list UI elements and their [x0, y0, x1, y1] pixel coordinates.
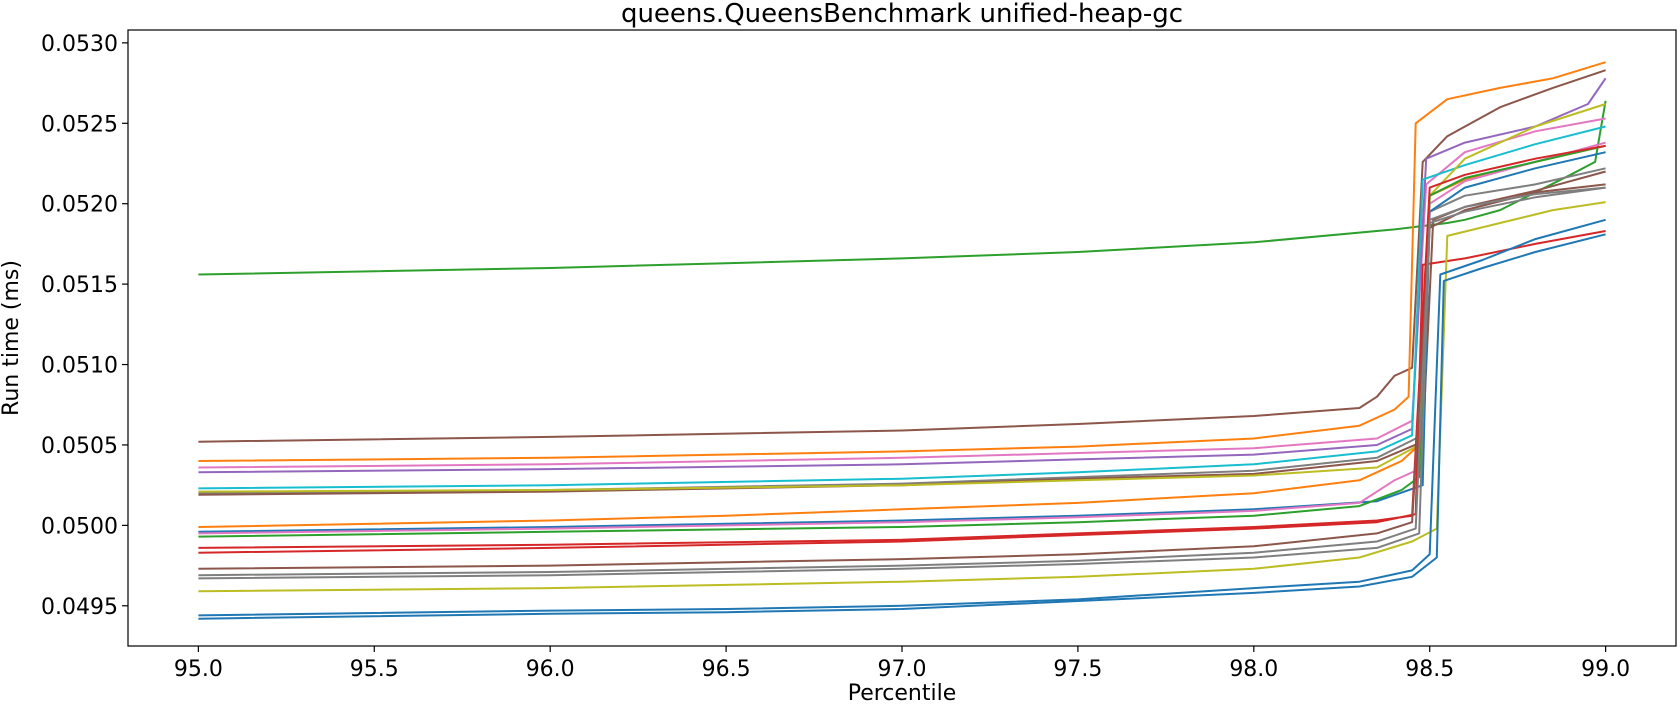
series-layer	[198, 61, 1607, 620]
series-line-16	[198, 183, 1606, 570]
x-tick-label: 96.0	[526, 657, 575, 682]
series-line-13	[198, 144, 1606, 538]
series-line-6	[198, 125, 1606, 490]
y-axis: 0.0495 0.0500 0.0505 0.0510 0.0515 0.0520 0.05…	[41, 32, 128, 620]
y-tick-label: 0.0530	[41, 32, 118, 57]
y-axis-title: Run time (ms)	[0, 260, 24, 416]
series-line-14	[198, 144, 1606, 549]
x-axis: 95.0 95.5 96.0 96.5 97.0 97.5 98.0 98.5 99.0	[174, 646, 1630, 682]
y-tick-label: 0.0505	[41, 434, 118, 459]
x-tick-label: 98.5	[1405, 657, 1454, 682]
x-tick-label: 97.0	[878, 657, 927, 682]
y-tick-label: 0.0500	[41, 514, 118, 539]
series-line-4	[198, 117, 1606, 469]
series-line-17	[198, 186, 1606, 577]
series-line-5	[198, 77, 1607, 474]
y-tick-label: 0.0510	[41, 354, 118, 379]
series-line-9	[198, 103, 1606, 493]
x-tick-label: 97.5	[1053, 657, 1102, 682]
y-tick-label: 0.0525	[41, 112, 118, 137]
series-line-20	[198, 218, 1606, 617]
y-tick-label: 0.0515	[41, 273, 118, 298]
series-line-11	[198, 151, 1606, 533]
x-tick-label: 96.5	[702, 657, 751, 682]
y-tick-label: 0.0495	[41, 595, 118, 620]
series-line-15	[198, 230, 1606, 554]
chart-title: queens.QueensBenchmark unified-heap-gc	[621, 0, 1183, 29]
x-tick-label: 95.0	[174, 657, 223, 682]
series-line-10	[198, 144, 1606, 528]
series-line-21	[198, 233, 1606, 620]
series-line-19	[198, 201, 1606, 593]
x-axis-title: Percentile	[848, 681, 957, 706]
x-tick-label: 99.0	[1581, 657, 1630, 682]
x-tick-label: 98.0	[1229, 657, 1278, 682]
series-line-1	[198, 100, 1607, 276]
series-line-8	[198, 170, 1606, 496]
x-tick-label: 95.5	[350, 657, 399, 682]
series-line-3	[198, 61, 1606, 462]
series-line-7	[198, 167, 1606, 495]
series-line-18	[198, 186, 1606, 580]
series-line-12	[198, 141, 1606, 535]
series-line-2	[198, 69, 1606, 443]
y-tick-label: 0.0520	[41, 193, 118, 218]
